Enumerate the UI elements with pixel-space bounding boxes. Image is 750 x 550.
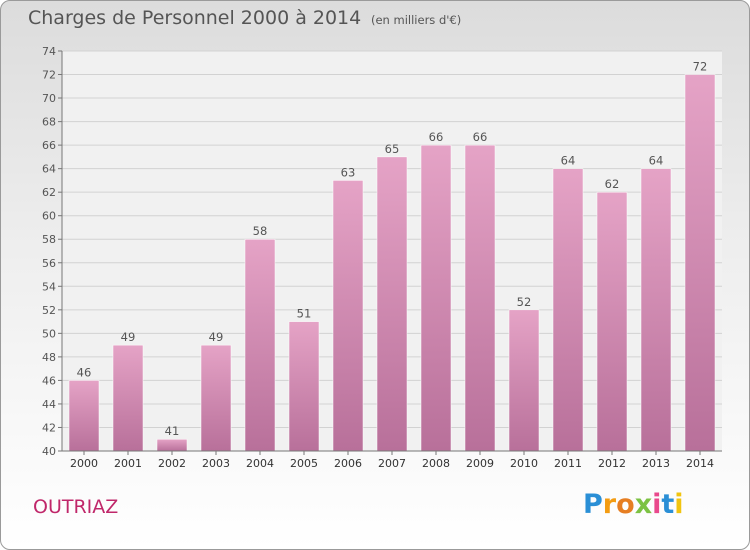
logo-letter: o [616, 489, 635, 520]
bar [596, 191, 628, 452]
x-tick-label: 2009 [466, 457, 494, 470]
bar [420, 144, 452, 452]
bar [684, 74, 716, 452]
bar [640, 168, 672, 452]
x-tick-label: 2000 [70, 457, 98, 470]
bar-value-label: 65 [385, 142, 400, 156]
bar-value-label: 46 [77, 365, 92, 379]
y-tick-label: 48 [42, 351, 56, 364]
x-tick-label: 2010 [510, 457, 538, 470]
x-tick-label: 2014 [686, 457, 714, 470]
bar [288, 321, 320, 452]
bar [156, 438, 188, 452]
bar [200, 344, 232, 452]
y-tick-label: 68 [42, 116, 56, 129]
y-tick-label: 54 [42, 280, 56, 293]
bar-value-label: 52 [517, 295, 532, 309]
logo-letter: i [674, 489, 684, 520]
bar-value-label: 41 [165, 424, 180, 438]
y-tick-label: 66 [42, 139, 56, 152]
bar [244, 238, 276, 452]
y-tick-label: 74 [42, 45, 56, 58]
bar-value-label: 58 [253, 224, 268, 238]
bar-value-label: 64 [649, 154, 664, 168]
proxiti-logo: Proxiti [583, 489, 684, 520]
y-tick-label: 60 [42, 210, 56, 223]
x-tick-label: 2011 [554, 457, 582, 470]
x-tick-label: 2002 [158, 457, 186, 470]
bar [376, 156, 408, 452]
y-tick-label: 72 [42, 69, 56, 82]
unit-note: (en milliers d'€) [371, 13, 462, 27]
y-tick-label: 52 [42, 304, 56, 317]
logo-letter: x [634, 489, 653, 520]
chart-title: Charges de Personnel 2000 à 2014 [28, 7, 362, 29]
y-tick-label: 44 [42, 398, 56, 411]
bar-value-label: 66 [473, 130, 488, 144]
commune-name: OUTRIAZ [33, 496, 119, 518]
x-tick-label: 2001 [114, 457, 142, 470]
x-tick-label: 2006 [334, 457, 362, 470]
bar-value-label: 49 [209, 330, 224, 344]
y-tick-label: 46 [42, 374, 56, 387]
x-tick-label: 2007 [378, 457, 406, 470]
y-tick-label: 64 [42, 163, 56, 176]
y-tick-label: 56 [42, 257, 56, 270]
bar [552, 168, 584, 452]
x-tick-label: 2012 [598, 457, 626, 470]
bar-value-label: 63 [341, 165, 356, 179]
y-tick-label: 40 [42, 445, 56, 458]
bar [112, 344, 144, 452]
bar [464, 144, 496, 452]
y-tick-label: 70 [42, 92, 56, 105]
x-tick-label: 2003 [202, 457, 230, 470]
logo-letter: r [602, 489, 617, 520]
y-tick-label: 58 [42, 233, 56, 246]
x-tick-label: 2008 [422, 457, 450, 470]
bar-value-label: 66 [429, 130, 444, 144]
logo-letter: t [661, 489, 675, 520]
bar-value-label: 62 [605, 177, 620, 191]
bar-value-label: 49 [121, 330, 136, 344]
x-tick-label: 2005 [290, 457, 318, 470]
bar [508, 309, 540, 452]
y-tick-label: 50 [42, 327, 56, 340]
x-tick-label: 2004 [246, 457, 274, 470]
x-tick-label: 2013 [642, 457, 670, 470]
logo-letter: P [583, 489, 603, 520]
bar [332, 180, 364, 452]
bar-value-label: 72 [693, 60, 708, 74]
bar [68, 380, 100, 452]
y-tick-label: 62 [42, 186, 56, 199]
bar-value-label: 51 [297, 307, 312, 321]
y-tick-label: 42 [42, 421, 56, 434]
logo-letter: i [652, 489, 662, 520]
bar-value-label: 64 [561, 154, 576, 168]
